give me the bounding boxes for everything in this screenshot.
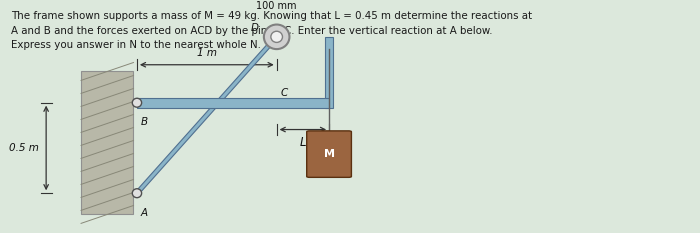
Text: M: M — [323, 149, 335, 159]
Ellipse shape — [271, 31, 283, 42]
Bar — [81, 72, 134, 214]
Bar — [137, 98, 329, 108]
Text: C: C — [280, 88, 288, 98]
Text: L: L — [300, 136, 306, 149]
Bar — [325, 37, 333, 108]
Text: 1 m: 1 m — [197, 48, 217, 58]
Text: The frame shown supports a mass of M = 49 kg. Knowing that L = 0.45 m determine : The frame shown supports a mass of M = 4… — [11, 11, 532, 50]
Text: D: D — [251, 24, 259, 34]
Text: B: B — [141, 117, 148, 127]
Ellipse shape — [132, 98, 141, 107]
Ellipse shape — [264, 24, 290, 49]
Text: 100 mm: 100 mm — [256, 1, 297, 11]
Ellipse shape — [132, 189, 141, 198]
Text: A: A — [141, 208, 148, 218]
Text: 0.5 m: 0.5 m — [9, 143, 39, 153]
FancyBboxPatch shape — [307, 131, 351, 177]
Polygon shape — [134, 36, 279, 194]
